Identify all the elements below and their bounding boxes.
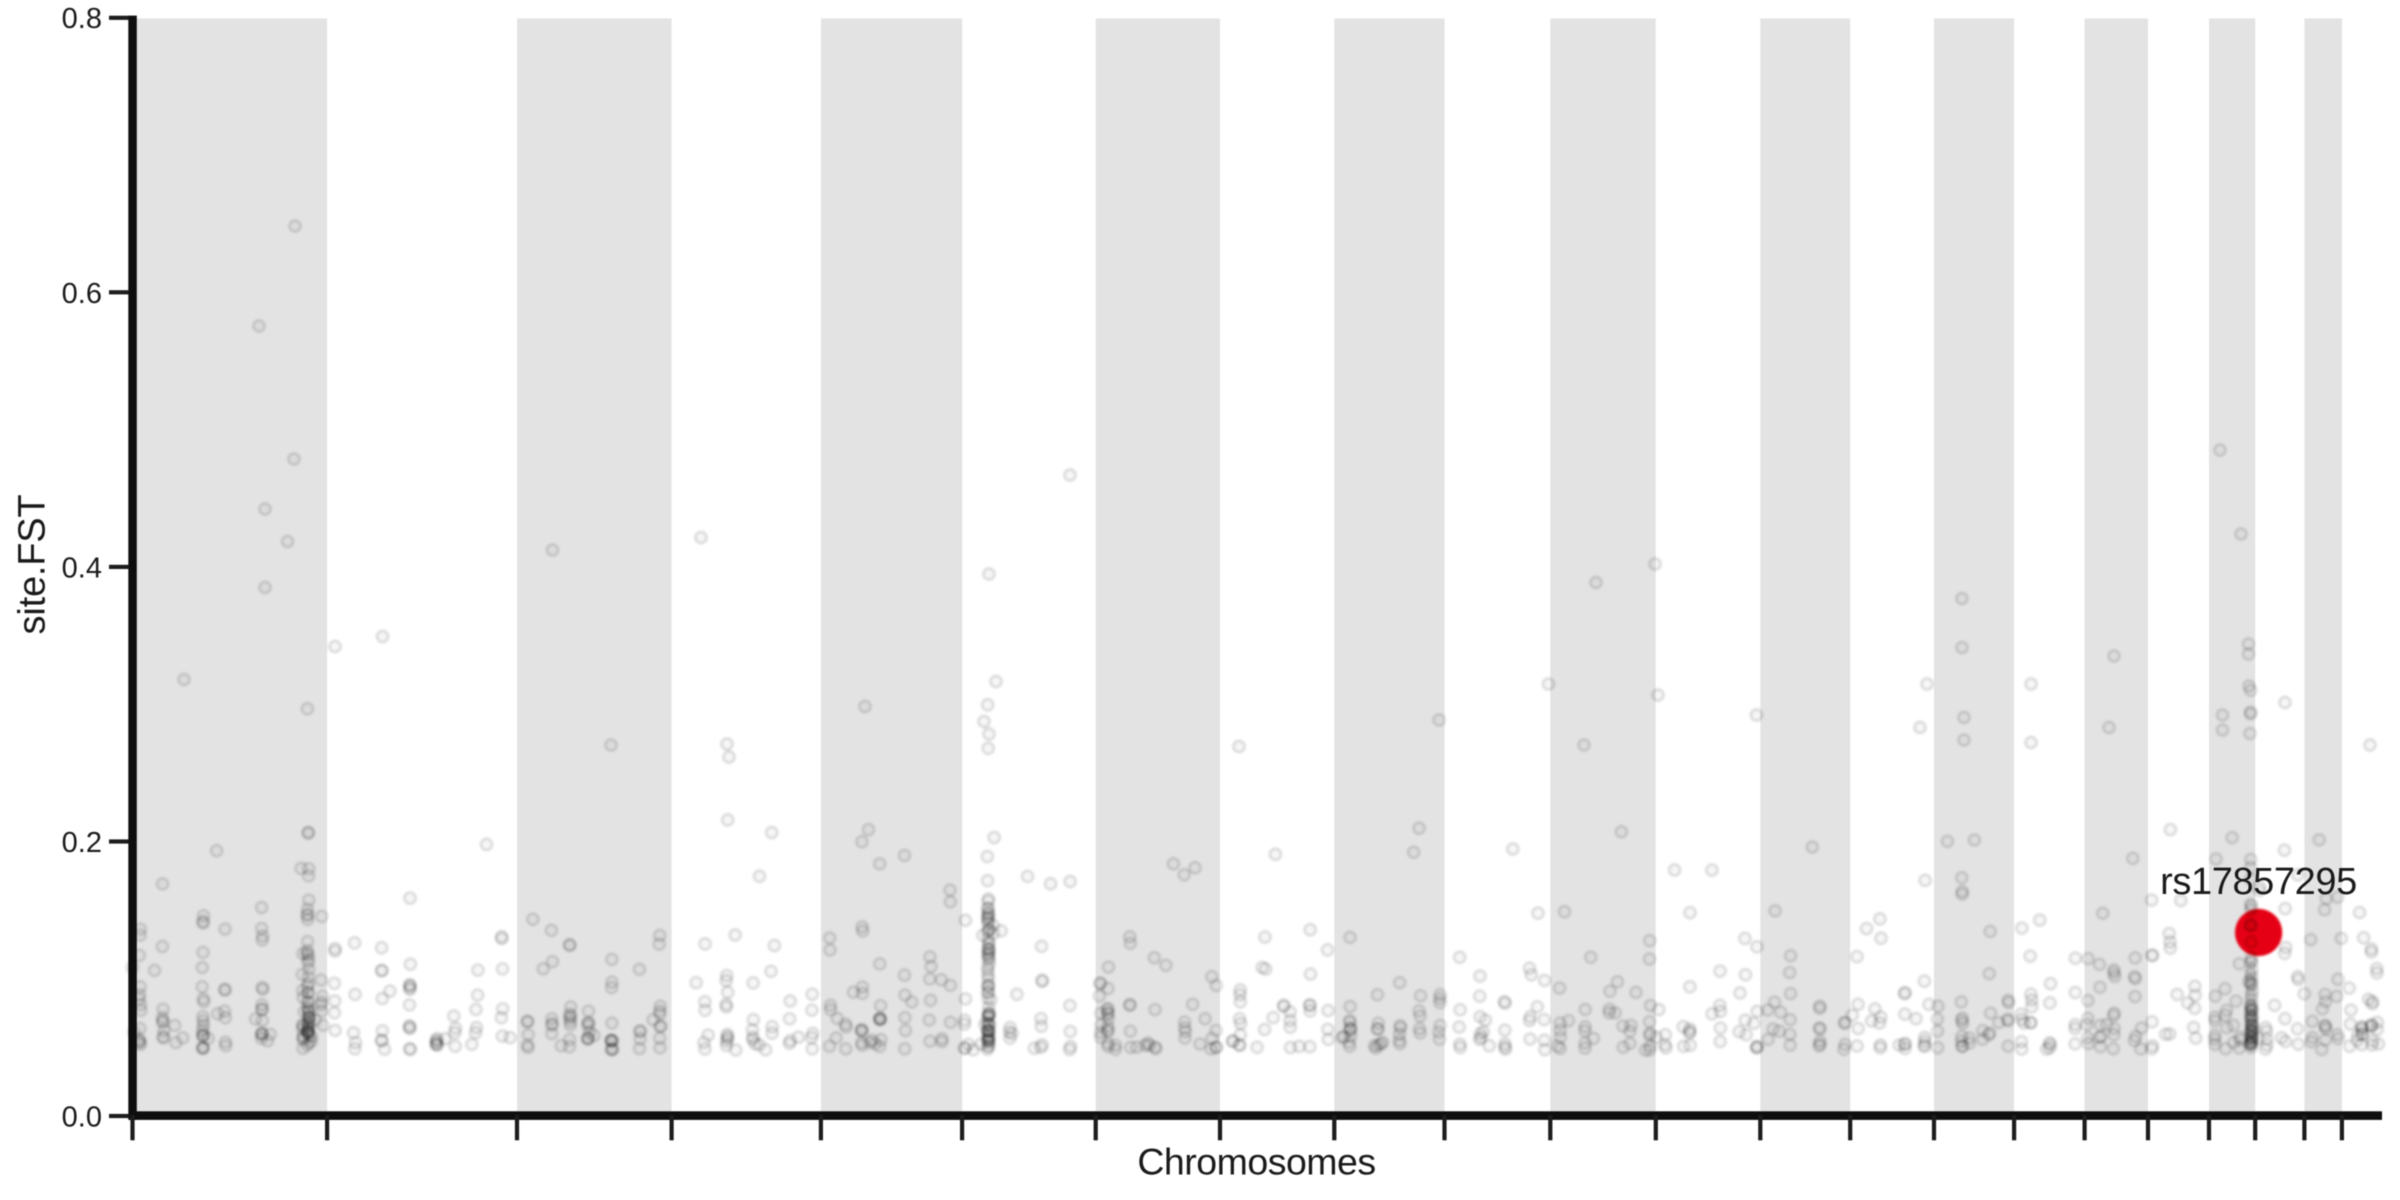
svg-text:rs17857295: rs17857295 [2160,861,2357,903]
svg-text:0.0: 0.0 [62,1101,102,1133]
svg-text:site.FST: site.FST [12,495,54,635]
svg-text:0.6: 0.6 [62,278,102,310]
svg-text:Chromosomes: Chromosomes [1137,1140,1375,1182]
svg-text:0.8: 0.8 [62,3,102,35]
svg-text:0.4: 0.4 [62,552,102,584]
svg-text:0.2: 0.2 [62,827,102,859]
